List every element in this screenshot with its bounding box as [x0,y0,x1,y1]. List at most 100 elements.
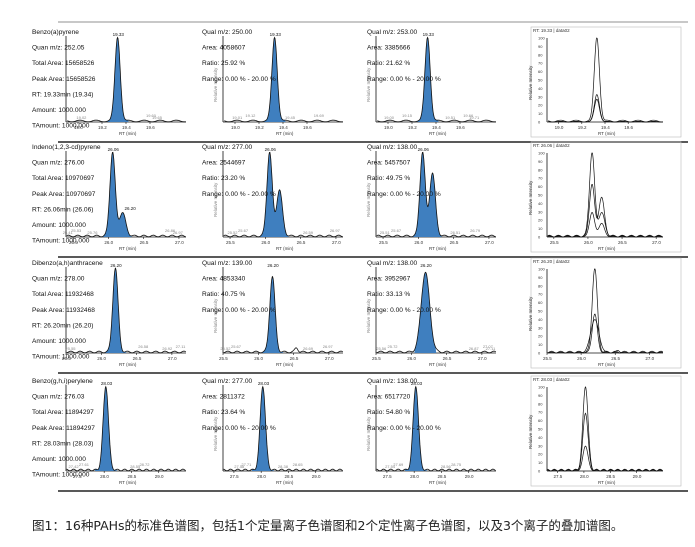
overlay-y-tick-label: 70 [538,292,543,297]
apex-label: 19.33 [423,32,435,37]
chromatogram-trace [223,275,343,354]
baseline-peak-label: 25.76 [87,230,98,235]
baseline-peak-label: 26.59 [303,230,314,235]
overlay-x-tick-label: 25.5 [543,356,552,361]
apex-label: 19.33 [270,32,282,37]
qual-ratio: Ratio: 21.62 % [367,60,410,67]
baseline-peak-label: 19.66 [463,113,474,118]
overlay-y-axis-title: Relative Intensity [528,180,533,215]
baseline-peak-label: 27.71 [241,462,252,467]
baseline-peak-label: 26.69 [303,346,314,351]
overlay-title: RT: 28.03 | data02 [533,377,570,382]
x-tick-label: 26.5 [133,356,142,361]
x-tick-label: 19.2 [98,125,107,130]
x-tick-label: 25.5 [69,240,78,245]
x-tick-label: 26.0 [104,240,113,245]
overlay-x-tick-label: 26.5 [618,240,627,245]
overlay-y-tick-label: 100 [538,151,545,156]
baseline-peak-label: 19.65 [152,115,163,120]
x-tick-label: 26.5 [450,240,459,245]
overlay-y-tick-label: 40 [538,435,543,440]
overlay-trace [547,313,663,354]
target-amount: TAmount: 1000.000 [32,354,90,361]
peak-area: Peak Area: 15658526 [32,76,96,83]
overlay-y-tick-label: 20 [538,218,543,223]
apex-label: 26.06 [108,147,120,152]
x-tick-label: 26.0 [407,356,416,361]
x-axis-title: RT (min) [119,480,137,485]
x-tick-label: 19.6 [303,125,312,130]
x-tick-label: 27.5 [73,474,82,479]
overlay-y-tick-label: 100 [538,36,545,41]
baseline-peak-label: 27.69 [393,462,404,467]
x-tick-label: 25.5 [219,356,228,361]
qual-mz: Qual m/z: 277.00 [202,144,253,151]
overlay-y-tick-label: 10 [538,460,543,465]
integrated-peak-area [411,152,442,237]
overlay-y-tick-label: 0 [538,120,541,125]
overlay-x-axis-title: RT (min) [598,131,616,136]
apex-label: 26.06 [265,147,277,152]
overlay-trace [547,152,663,238]
retention-time: RT: 26.06min (26.06) [32,206,93,213]
figure-caption: 图1：16种PAHs的标准色谱图，包括1个定量离子色谱图和2个定性离子色谱图，以… [32,518,624,533]
x-tick-label: 28.0 [257,474,266,479]
overlay-x-tick-label: 28.0 [580,474,589,479]
apex-label: 26.20 [267,263,279,268]
baseline-peak-label: 25.53 [71,228,82,233]
qual-area: Area: 3385666 [367,45,411,52]
qual-range: Range: 0.00 % - 20.00 % [367,425,441,432]
x-tick-label: 25.5 [372,356,381,361]
qual-mz: Qual m/z: 139.00 [202,260,253,267]
x-tick-label: 29.0 [312,474,321,479]
overlay-y-axis-title: Relative Intensity [528,65,533,100]
total-area: Total Area: 10970697 [32,175,95,182]
x-tick-label: 27.0 [325,356,334,361]
overlay-y-tick-label: 50 [538,78,543,83]
x-tick-label: 27.0 [478,356,487,361]
baseline-peak-label: 25.72 [388,344,399,349]
baseline-peak-label: 19.15 [402,113,413,118]
x-tick-label: 26.0 [261,240,270,245]
overlay-trace [547,386,663,472]
retention-time: RT: 28.03min (28.03) [32,440,93,447]
baseline-peak-label: 26.87 [469,346,480,351]
overlay-y-tick-label: 0 [538,235,541,240]
target-amount: TAmount: 1000.000 [32,123,90,130]
baseline-peak-label: 26.97 [330,228,341,233]
chromatogram-trace [66,385,186,472]
x-tick-label: 28.5 [437,474,446,479]
overlay-y-tick-label: 20 [538,334,543,339]
apex-label: 28.03 [411,381,423,386]
overlay-y-tick-label: 100 [538,385,545,390]
qual-mz: Qual m/z: 138.00 [367,260,418,267]
x-tick-label: 28.5 [284,474,293,479]
apex-label: 26.20 [420,263,432,268]
chromatogram-trace [376,385,496,472]
quan-mz: Quan m/z: 276.03 [32,394,85,401]
quan-mz: Quan m/z: 276.00 [32,160,85,167]
x-tick-label: 25.5 [226,240,235,245]
overlay-y-tick-label: 100 [538,267,545,272]
overlay-y-tick-label: 20 [538,103,543,108]
amount: Amount: 1000.000 [32,456,86,463]
apex-label: 28.03 [258,381,270,386]
overlay-y-tick-label: 80 [538,52,543,57]
baseline-peak-label: 26.51 [450,230,461,235]
baseline-peak-label: 28.38 [278,464,289,469]
baseline-peak-label: 19.71 [469,115,480,120]
qual-mz: Qual m/z: 138.00 [367,378,418,385]
baseline-peak-label: 28.55 [130,464,141,469]
overlay-y-tick-label: 0 [538,351,541,356]
x-tick-label: 27.5 [383,474,392,479]
x-axis-title: RT (min) [119,362,137,367]
baseline-peak-label: 25.51 [380,230,391,235]
y-axis-title: Relative Intensity [366,298,371,333]
x-tick-label: 19.4 [279,125,288,130]
integrated-peak-area [405,386,427,471]
overlay-y-tick-label: 70 [538,61,543,66]
overlay-x-tick-label: 19.0 [555,125,564,130]
x-tick-label: 19.4 [122,125,131,130]
x-tick-label: 28.0 [100,474,109,479]
x-tick-label: 19.2 [255,125,264,130]
